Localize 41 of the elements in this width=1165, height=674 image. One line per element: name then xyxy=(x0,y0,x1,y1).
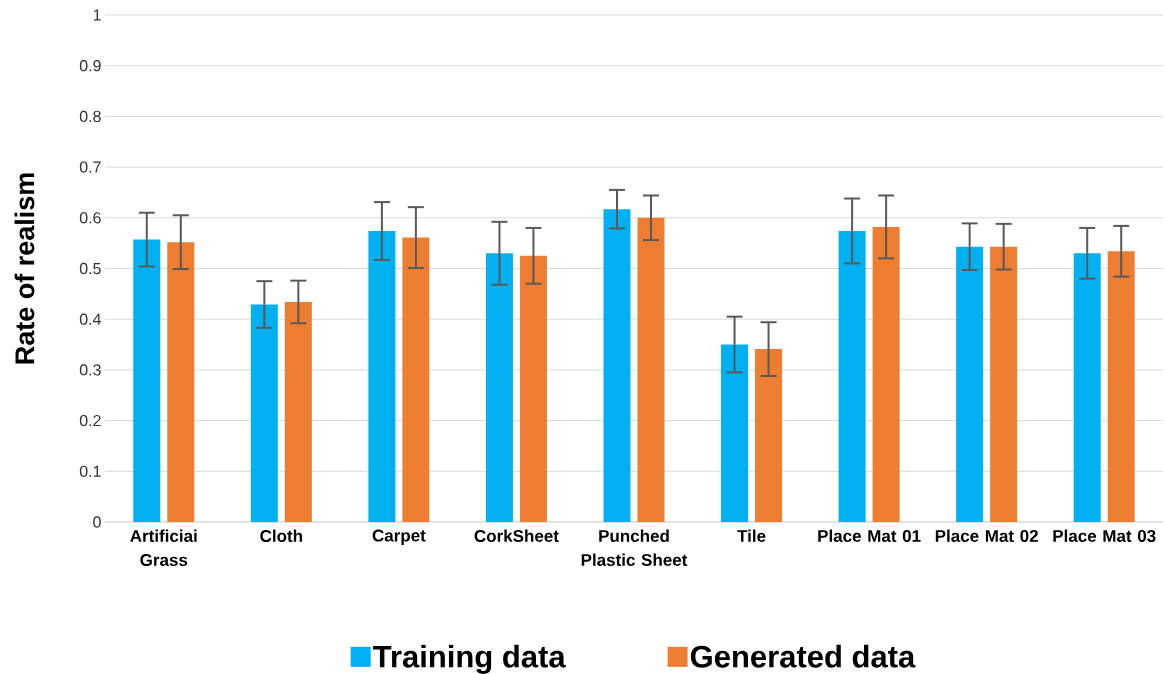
x-tick-label: Punched Plastic Sheet xyxy=(581,529,688,567)
bar xyxy=(402,237,430,522)
y-tick-label: 0.4 xyxy=(79,313,101,325)
y-tick-label: 0.2 xyxy=(79,414,101,427)
bar xyxy=(990,246,1018,522)
bar xyxy=(284,301,312,522)
bar xyxy=(167,242,195,522)
bar xyxy=(250,304,278,522)
bar xyxy=(637,217,665,522)
x-tick-label: Carpet xyxy=(372,529,426,545)
y-tick-label: 1 xyxy=(93,9,101,21)
bar xyxy=(133,239,161,522)
bar xyxy=(485,253,513,522)
bar xyxy=(1107,251,1135,522)
bar xyxy=(519,255,547,522)
x-tick-label: CorkSheet xyxy=(474,529,559,543)
legend-label: Training data xyxy=(373,644,566,674)
x-tick-label: Cloth xyxy=(260,529,302,543)
x-tick-label: Place Mat 03 xyxy=(1053,529,1156,543)
bar xyxy=(1073,253,1101,522)
bar xyxy=(755,349,783,522)
y-tick-label: 0.9 xyxy=(79,60,101,72)
y-tick-label: 0.8 xyxy=(79,110,101,123)
x-tick-label: Artificiai Grass xyxy=(130,529,197,567)
x-tick-label: Tile xyxy=(737,529,766,543)
bar xyxy=(368,230,396,522)
bar xyxy=(872,226,900,522)
y-axis-title: Rate of realism xyxy=(14,173,35,364)
bar xyxy=(603,209,631,522)
x-tick-label: Place Mat 01 xyxy=(818,529,921,543)
y-tick-label: 0.5 xyxy=(79,262,101,275)
legend-label: Generated data xyxy=(690,644,916,668)
x-tick-label: Place Mat 02 xyxy=(935,529,1038,543)
y-tick-label: 0.1 xyxy=(79,465,101,477)
bar xyxy=(838,230,866,522)
y-tick-label: 0.6 xyxy=(79,212,101,224)
y-tick-label: 0 xyxy=(93,516,101,528)
y-tick-label: 0.3 xyxy=(79,364,101,376)
y-tick-label: 0.7 xyxy=(79,161,101,173)
bar xyxy=(721,344,749,522)
bar xyxy=(956,246,984,522)
